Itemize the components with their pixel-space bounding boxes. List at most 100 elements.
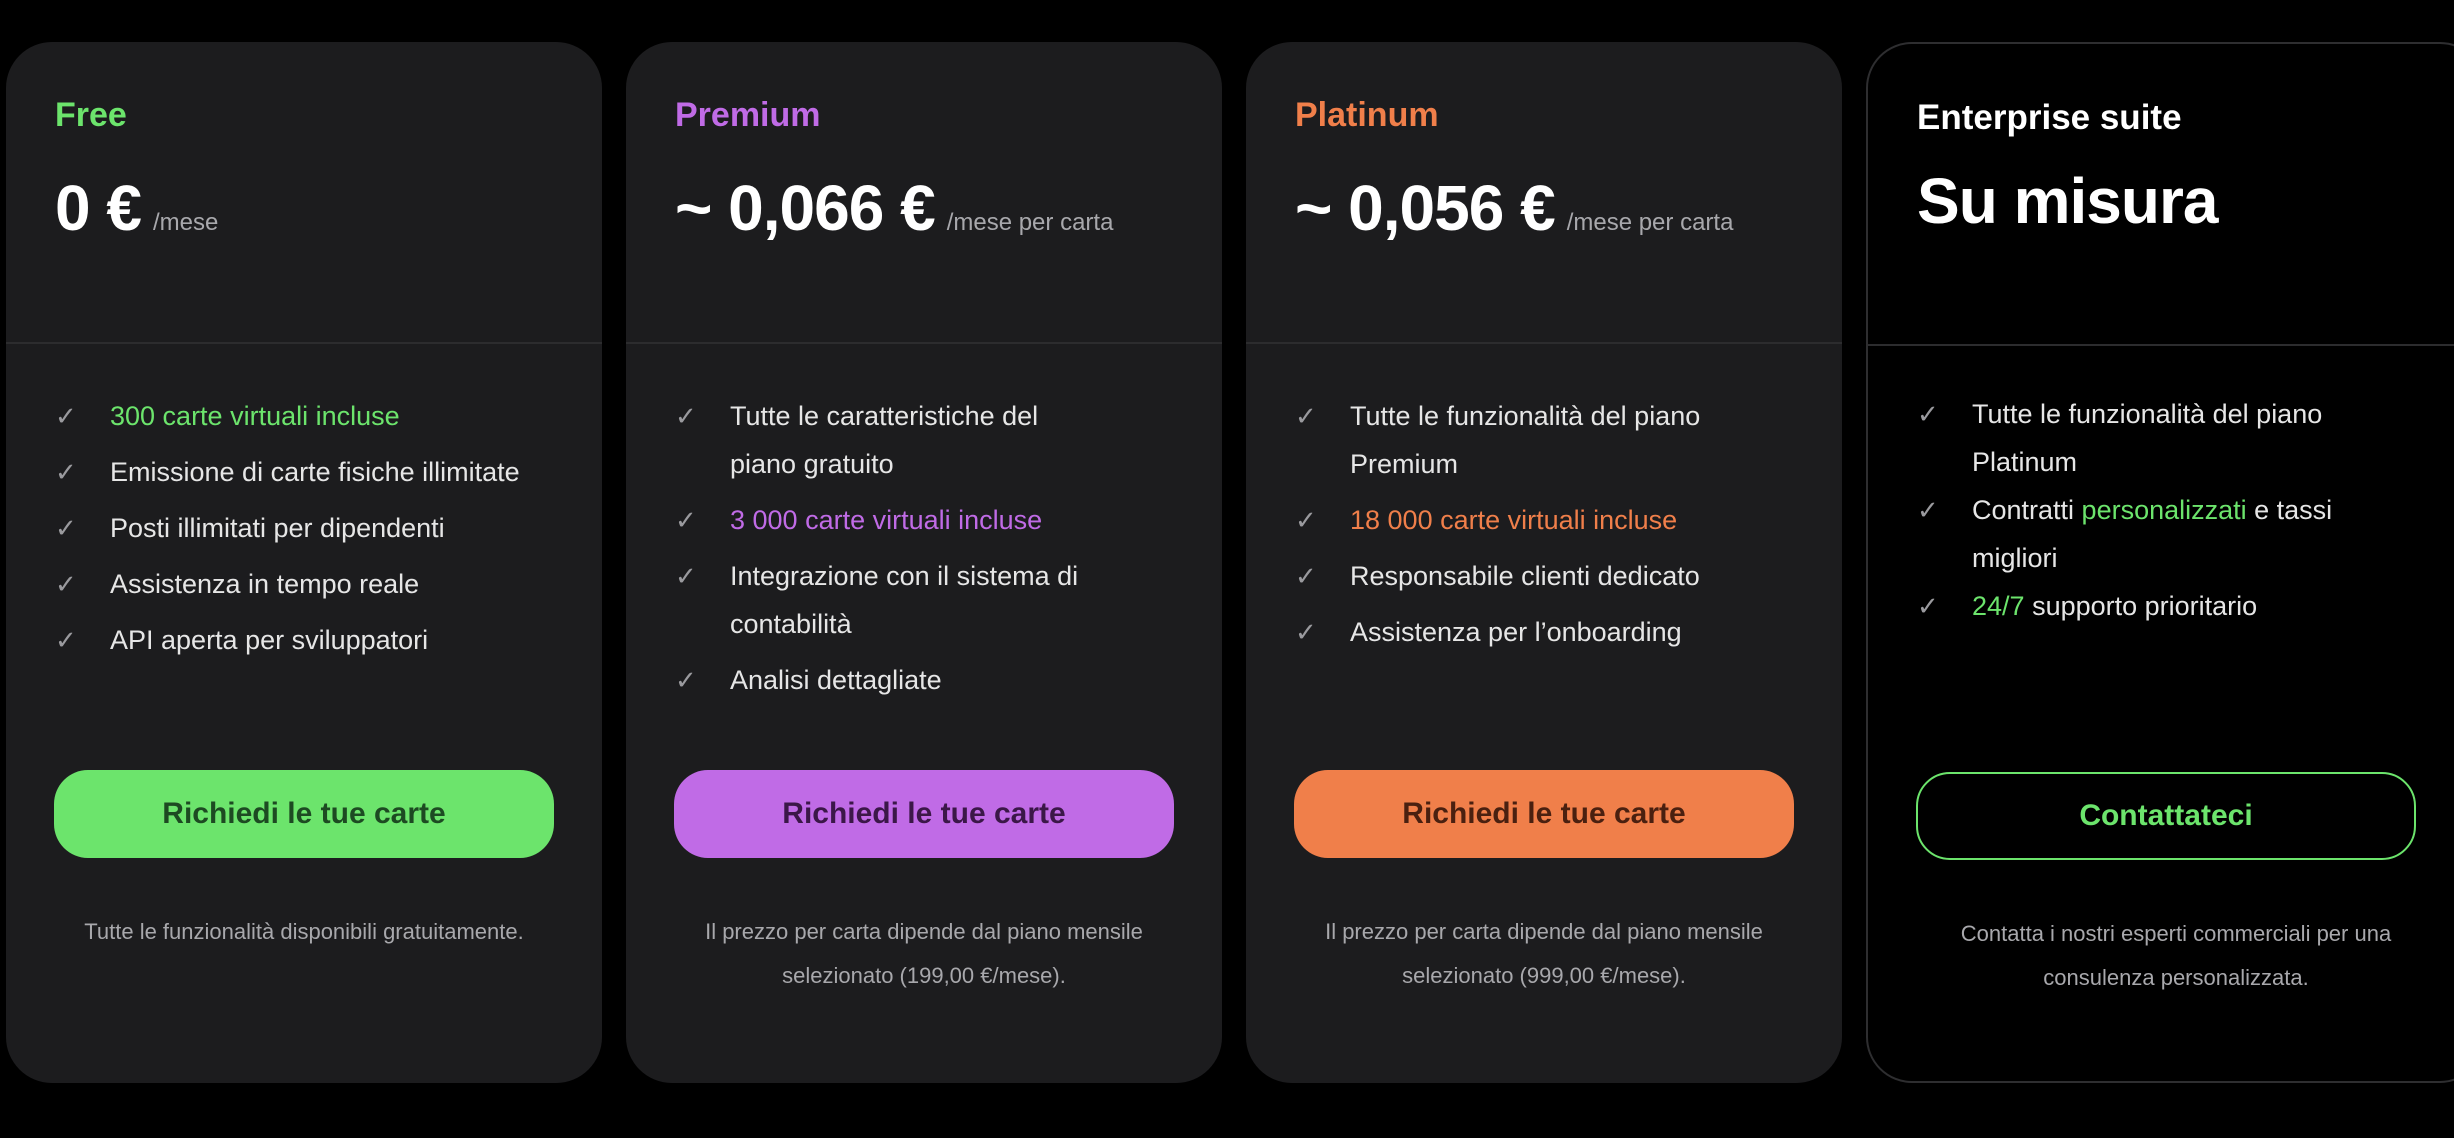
divider — [1246, 342, 1842, 344]
feature-item: ✓ 3 000 carte virtuali incluse — [675, 496, 1173, 544]
feature-highlight: personalizzati — [2081, 495, 2247, 525]
feature-text: Integrazione con il sistema di contabili… — [730, 552, 1110, 648]
plan-note: Tutte le funzionalità disponibili gratui… — [84, 919, 524, 944]
feature-text: Assistenza per l’onboarding — [1350, 608, 1682, 656]
feature-label: Tutte le funzionalità del piano Premium — [1350, 401, 1701, 479]
feature-label: Contratti — [1972, 495, 2082, 525]
price-amount: 0 € — [55, 172, 142, 244]
plan-price: Su misura — [1917, 164, 2435, 238]
check-icon: ✓ — [1295, 617, 1317, 647]
feature-text: 24/7 supporto prioritario — [1972, 582, 2257, 630]
feature-list: ✓ Tutte le funzionalità del piano Premium… — [1246, 344, 1842, 770]
feature-list: ✓ 300 carte virtuali incluse ✓ Emissione di… — [6, 344, 602, 770]
feature-text: Responsabile clienti dedicato — [1350, 552, 1700, 600]
feature-label: e tassi migliori — [1972, 495, 2333, 573]
plan-header: Platinum ~ 0,056 € /mese per carta — [1246, 42, 1842, 342]
feature-label: Assistenza in tempo reale — [110, 569, 420, 599]
feature-label: Responsabile clienti dedicato — [1350, 561, 1700, 591]
plan-header: Enterprise suite Su misura — [1868, 44, 2454, 344]
feature-item: ✓ API aperta per sviluppatori — [55, 616, 553, 664]
feature-text: Analisi dettagliate — [730, 656, 942, 704]
feature-item: ✓ Tutte le funzionalità del piano Premium — [1295, 392, 1793, 488]
check-icon: ✓ — [1295, 401, 1317, 431]
feature-label: supporto prioritario — [2024, 591, 2258, 621]
price-amount: ~ 0,066 € — [675, 172, 936, 244]
feature-text: Assistenza in tempo reale — [110, 560, 419, 608]
check-icon: ✓ — [675, 561, 697, 591]
feature-item: ✓ Contratti personalizzati e tassi miglio… — [1917, 486, 2435, 582]
plan-price: ~ 0,066 € /mese per carta — [675, 171, 1173, 245]
contact-us-button[interactable]: Contattateci — [1916, 772, 2416, 860]
feature-list: ✓ Tutte le funzionalità del piano Platinu… — [1868, 346, 2454, 772]
plan-note: Il prezzo per carta dipende dal piano me… — [705, 919, 1143, 988]
check-icon: ✓ — [1917, 399, 1939, 429]
feature-item: ✓ 24/7 supporto prioritario — [1917, 582, 2435, 630]
plan-card-enterprise: Enterprise suite Su misura ✓ Tutte le funzi… — [1866, 42, 2454, 1083]
plan-name: Enterprise suite — [1917, 98, 2182, 137]
feature-text: Contratti personalizzati e tassi miglior… — [1972, 486, 2392, 582]
plan-price: ~ 0,056 € /mese per carta — [1295, 171, 1793, 245]
feature-label: Assistenza per l’onboarding — [1350, 617, 1682, 647]
feature-text: 18 000 carte virtuali incluse — [1350, 496, 1677, 544]
feature-item: ✓ Assistenza per l’onboarding — [1295, 608, 1793, 656]
feature-text: Emissione di carte fisiche illimitate — [110, 448, 520, 496]
check-icon: ✓ — [675, 665, 697, 695]
feature-highlight: 18 000 carte virtuali incluse — [1350, 505, 1678, 535]
divider — [1868, 344, 2454, 346]
plan-note: Il prezzo per carta dipende dal piano me… — [1325, 919, 1763, 988]
feature-item: ✓ Assistenza in tempo reale — [55, 560, 553, 608]
request-cards-button[interactable]: Richiedi le tue carte — [54, 770, 554, 858]
plan-card-platinum: Platinum ~ 0,056 € /mese per carta ✓ Tutte l… — [1246, 42, 1842, 1083]
divider — [626, 342, 1222, 344]
plan-card-free: Free 0 €/mese ✓ 300 carte virtuali incluse ✓… — [6, 42, 602, 1083]
price-amount: ~ 0,056 € — [1295, 172, 1556, 244]
check-icon: ✓ — [55, 401, 77, 431]
feature-item: ✓ Integrazione con il sistema di contabil… — [675, 552, 1173, 648]
feature-item: ✓ Posti illimitati per dipendenti — [55, 504, 553, 552]
plan-card-premium: Premium ~ 0,066 € /mese per carta ✓ Tutte le… — [626, 42, 1222, 1083]
plan-name: Platinum — [1295, 96, 1439, 134]
feature-highlight: 24/7 — [1972, 591, 2025, 621]
plan-header: Premium ~ 0,066 € /mese per carta — [626, 42, 1222, 342]
feature-list: ✓ Tutte le caratteristiche del piano grat… — [626, 344, 1222, 770]
check-icon: ✓ — [55, 513, 77, 543]
feature-label: Integrazione con il sistema di contabili… — [730, 561, 1079, 639]
feature-text: Posti illimitati per dipendenti — [110, 504, 445, 552]
price-unit: /mese per carta — [1566, 209, 1734, 236]
feature-text: 300 carte virtuali incluse — [110, 392, 400, 440]
check-icon: ✓ — [55, 569, 77, 599]
feature-label: Tutte le funzionalità del piano Platinum — [1972, 399, 2323, 477]
feature-highlight: 3 000 carte virtuali incluse — [730, 505, 1043, 535]
feature-item: ✓ Emissione di carte fisiche illimitate — [55, 448, 553, 496]
feature-label: Emissione di carte fisiche illimitate — [110, 457, 520, 487]
feature-item: ✓ Responsabile clienti dedicato — [1295, 552, 1793, 600]
feature-highlight: 300 carte virtuali incluse — [110, 401, 400, 431]
feature-label: Posti illimitati per dipendenti — [110, 513, 445, 543]
check-icon: ✓ — [55, 457, 77, 487]
plan-name: Premium — [675, 96, 821, 134]
plan-name: Free — [55, 96, 127, 134]
check-icon: ✓ — [675, 505, 697, 535]
divider — [6, 342, 602, 344]
check-icon: ✓ — [1295, 505, 1317, 535]
plan-header: Free 0 € /mese — [6, 42, 602, 342]
feature-text: Tutte le funzionalità del piano Premium — [1350, 392, 1730, 488]
feature-item: ✓ Tutte le caratteristiche del piano grat… — [675, 392, 1173, 488]
plan-note: Contatta i nostri esperti commerciali pe… — [1960, 921, 2392, 990]
check-icon: ✓ — [1917, 591, 1939, 621]
feature-label: Tutte le caratteristiche del piano gratu… — [730, 401, 1039, 479]
feature-item: ✓ Tutte le funzionalità del piano Platinu… — [1917, 390, 2435, 486]
price-unit: /mese — [152, 209, 219, 236]
price-amount: Su misura — [1917, 165, 2218, 237]
feature-item: ✓ Analisi dettagliate — [675, 656, 1173, 704]
feature-text: Tutte le caratteristiche del piano gratu… — [730, 392, 1110, 488]
feature-text: Tutte le funzionalità del piano Platinum — [1972, 390, 2392, 486]
plan-price: 0 € /mese — [55, 171, 553, 245]
check-icon: ✓ — [1917, 495, 1939, 525]
request-cards-button[interactable]: Richiedi le tue carte — [1294, 770, 1794, 858]
feature-label: Analisi dettagliate — [730, 665, 942, 695]
feature-item: ✓ 18 000 carte virtuali incluse — [1295, 496, 1793, 544]
request-cards-button[interactable]: Richiedi le tue carte — [674, 770, 1174, 858]
check-icon: ✓ — [1295, 561, 1317, 591]
feature-label: API aperta per sviluppatori — [110, 625, 429, 655]
